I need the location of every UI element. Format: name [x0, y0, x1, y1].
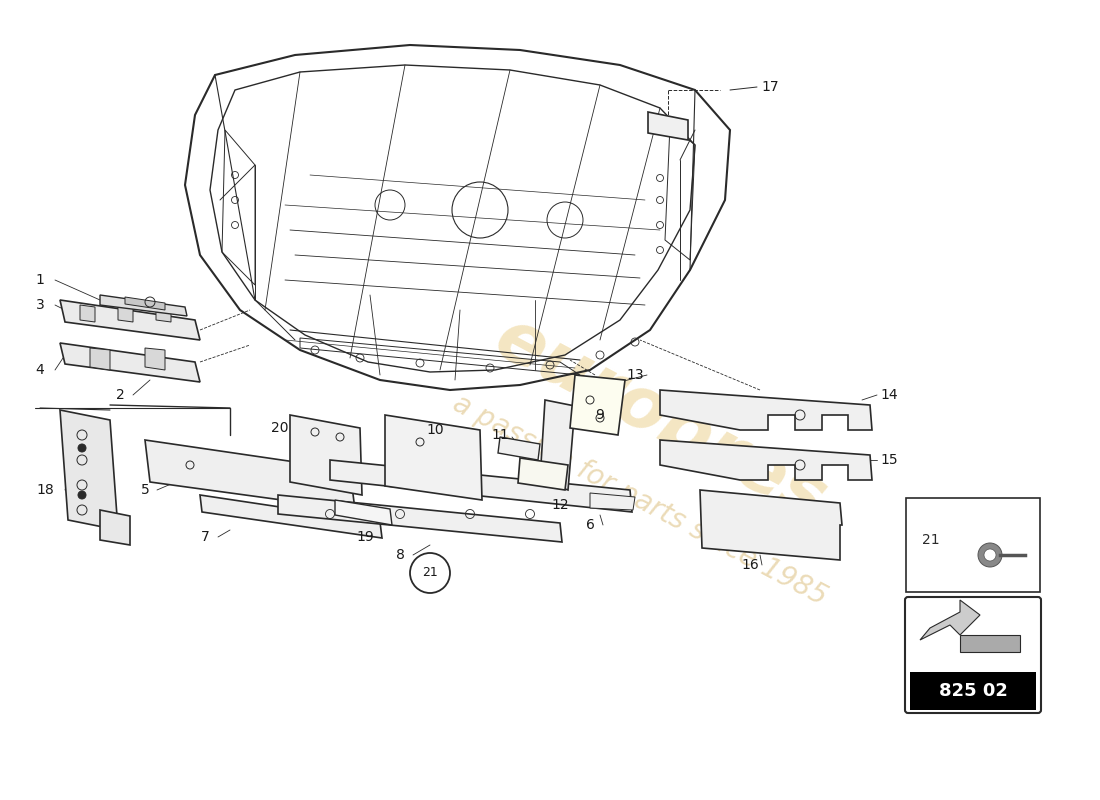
Text: 12: 12: [551, 498, 569, 512]
Text: 10: 10: [426, 423, 443, 437]
Polygon shape: [648, 112, 688, 140]
Text: 21: 21: [922, 533, 939, 547]
Text: eurobres: eurobres: [483, 304, 837, 536]
FancyBboxPatch shape: [906, 498, 1040, 592]
Polygon shape: [145, 440, 355, 510]
Polygon shape: [80, 305, 95, 322]
Text: 13: 13: [626, 368, 644, 382]
Text: 20: 20: [272, 421, 288, 435]
Polygon shape: [920, 600, 980, 640]
Polygon shape: [100, 295, 187, 316]
Polygon shape: [700, 490, 842, 560]
Text: 825 02: 825 02: [938, 682, 1008, 700]
Text: 4: 4: [35, 363, 44, 377]
Polygon shape: [156, 305, 170, 322]
Polygon shape: [385, 415, 482, 500]
Polygon shape: [660, 390, 872, 430]
Text: 9: 9: [595, 408, 604, 422]
Text: 6: 6: [585, 518, 594, 532]
Polygon shape: [118, 305, 133, 322]
Text: 18: 18: [36, 483, 54, 497]
Polygon shape: [330, 460, 632, 512]
Polygon shape: [60, 343, 200, 382]
Polygon shape: [518, 458, 568, 490]
Polygon shape: [278, 495, 562, 542]
Polygon shape: [200, 495, 382, 538]
Polygon shape: [145, 348, 165, 370]
Text: 1: 1: [35, 273, 44, 287]
Text: 8: 8: [396, 548, 405, 562]
Circle shape: [78, 491, 86, 499]
FancyBboxPatch shape: [910, 672, 1036, 710]
Text: 11: 11: [491, 428, 509, 442]
Text: 2: 2: [116, 388, 124, 402]
Polygon shape: [660, 440, 872, 480]
Text: 5: 5: [141, 483, 150, 497]
FancyBboxPatch shape: [905, 597, 1041, 713]
Polygon shape: [90, 348, 110, 370]
Text: 3: 3: [35, 298, 44, 312]
Circle shape: [984, 549, 996, 561]
Polygon shape: [60, 300, 200, 340]
Text: 16: 16: [741, 558, 759, 572]
Text: a passion for parts since 1985: a passion for parts since 1985: [448, 389, 832, 611]
Polygon shape: [498, 437, 540, 460]
Text: 15: 15: [880, 453, 898, 467]
Text: 21: 21: [422, 566, 438, 579]
Polygon shape: [60, 410, 118, 530]
Polygon shape: [100, 510, 130, 545]
Polygon shape: [336, 500, 392, 525]
Polygon shape: [290, 415, 362, 495]
Text: 7: 7: [200, 530, 209, 544]
Circle shape: [978, 543, 1002, 567]
Text: 14: 14: [880, 388, 898, 402]
Polygon shape: [540, 400, 575, 490]
Circle shape: [78, 444, 86, 452]
Text: 19: 19: [356, 530, 374, 544]
Text: 17: 17: [761, 80, 779, 94]
Polygon shape: [125, 297, 165, 310]
Polygon shape: [570, 375, 625, 435]
Polygon shape: [590, 493, 635, 510]
Polygon shape: [960, 635, 1020, 652]
